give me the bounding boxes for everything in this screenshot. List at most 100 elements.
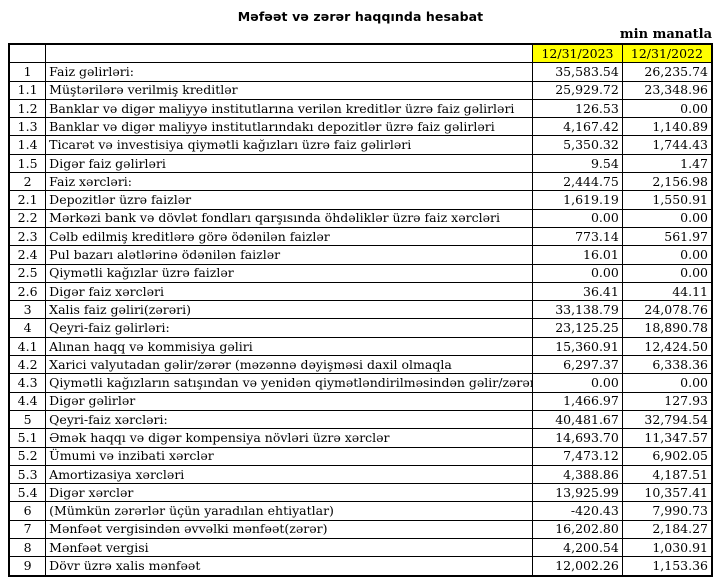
- value-2022-cell: 1,140.89: [621, 117, 713, 137]
- table-header-row: 12/31/2023 12/31/2022: [8, 43, 713, 64]
- value-2023-cell: 6,297.37: [532, 355, 623, 375]
- table-row: 1.1 Müştərilərə verilmiş kreditlər 25,929.…: [8, 80, 713, 100]
- table-row: 1 Faiz gəlirləri: 35,583.54 26,235.74: [8, 62, 713, 82]
- value-2023-cell: 4,167.42: [532, 117, 623, 137]
- value-2023-cell: 0.00: [532, 263, 623, 283]
- table-row: 7 Mənfəət vergisindən əvvəlki mənfəət(zər…: [8, 519, 713, 540]
- row-label-cell: Mənfəət vergisindən əvvəlki mənfəət(zərə…: [45, 519, 534, 540]
- table-row: 6 (Mümkün zərərlər üçün yaradılan ehtiyat…: [8, 501, 713, 521]
- row-label-cell: Digər gəlirlər: [45, 391, 534, 411]
- value-2023-cell: 773.14: [532, 226, 623, 247]
- value-2023-cell: 7,473.12: [532, 446, 623, 466]
- value-2023-cell: 0.00: [532, 373, 623, 393]
- value-2023-cell: 25,929.72: [532, 80, 623, 100]
- value-2022-cell: 0.00: [621, 245, 713, 265]
- value-2023-cell: 15,360.91: [532, 336, 623, 357]
- row-label-cell: Müştərilərə verilmiş kreditlər: [45, 80, 534, 100]
- value-2022-cell: 1.47: [621, 153, 713, 174]
- row-label-cell: Banklar və digər maliyyə institutlarına …: [45, 98, 534, 119]
- row-number-cell: 1.4: [8, 135, 47, 155]
- row-number-cell: 4.1: [8, 336, 47, 357]
- row-number-cell: 1.3: [8, 117, 47, 137]
- value-2023-cell: 35,583.54: [532, 62, 623, 82]
- row-label-cell: Dövr üzrə xalis mənfəət: [45, 556, 534, 577]
- header-period-2023: 12/31/2023: [532, 43, 623, 64]
- table-row: 1.5 Digər faiz gəlirləri 9.54 1.47: [8, 153, 713, 174]
- value-2023-cell: 0.00: [532, 208, 623, 228]
- value-2022-cell: 1,550.91: [621, 190, 713, 210]
- value-2022-cell: 1,030.91: [621, 538, 713, 558]
- value-2022-cell: 4,187.51: [621, 464, 713, 485]
- table-row: 1.3 Banklar və digər maliyyə institutları…: [8, 117, 713, 137]
- value-2022-cell: 12,424.50: [621, 336, 713, 357]
- value-2023-cell: 33,138.79: [532, 300, 623, 320]
- row-number-cell: 5.2: [8, 446, 47, 466]
- row-number-cell: 9: [8, 556, 47, 577]
- value-2023-cell: 4,200.54: [532, 538, 623, 558]
- row-number-cell: 6: [8, 501, 47, 521]
- value-2022-cell: 10,357.41: [621, 483, 713, 503]
- table-row: 2.1 Depozitlər üzrə faizlər 1,619.19 1,550.…: [8, 190, 713, 210]
- value-2022-cell: 2,184.27: [621, 519, 713, 540]
- table-row: 1.4 Ticarət və investisiya qiymətli kağız…: [8, 135, 713, 155]
- value-2022-cell: 1,153.36: [621, 556, 713, 577]
- value-2023-cell: 36.41: [532, 281, 623, 302]
- value-2023-cell: 12,002.26: [532, 556, 623, 577]
- row-label-cell: Faiz gəlirləri:: [45, 62, 534, 82]
- row-label-cell: Mənfəət vergisi: [45, 538, 534, 558]
- table-row: 5.1 Əmək haqqı və digər kompensiya növlər…: [8, 428, 713, 448]
- unit-note: min manatla: [619, 27, 712, 42]
- value-2023-cell: 23,125.25: [532, 318, 623, 338]
- row-number-cell: 2.2: [8, 208, 47, 228]
- row-label-cell: Ümumi və inzibati xərclər: [45, 446, 534, 466]
- value-2022-cell: 0.00: [621, 263, 713, 283]
- header-period-2022: 12/31/2022: [621, 43, 713, 64]
- value-2022-cell: 18,890.78: [621, 318, 713, 338]
- row-number-cell: 2.4: [8, 245, 47, 265]
- row-number-cell: 5.4: [8, 483, 47, 503]
- row-number-cell: 4.2: [8, 355, 47, 375]
- table-row: 2.4 Pul bazarı alətlərinə ödənilən faizlə…: [8, 245, 713, 265]
- value-2022-cell: 44.11: [621, 281, 713, 302]
- value-2022-cell: 26,235.74: [621, 62, 713, 82]
- value-2023-cell: 16.01: [532, 245, 623, 265]
- row-label-cell: Qiymətli kağızların satışından və yenidə…: [45, 373, 534, 393]
- value-2023-cell: 1,619.19: [532, 190, 623, 210]
- row-label-cell: Alınan haqq və kommisiya gəliri: [45, 336, 534, 357]
- value-2022-cell: 6,338.36: [621, 355, 713, 375]
- table-row: 3 Xalis faiz gəliri(zərəri) 33,138.79 24,07…: [8, 300, 713, 320]
- table-row: 1.2 Banklar və digər maliyyə institutları…: [8, 98, 713, 119]
- value-2023-cell: 126.53: [532, 98, 623, 119]
- value-2022-cell: 0.00: [621, 98, 713, 119]
- table-row: 2 Faiz xərcləri: 2,444.75 2,156.98: [8, 172, 713, 192]
- table-row: 4 Qeyri-faiz gəlirləri: 23,125.25 18,890.78: [8, 318, 713, 338]
- value-2022-cell: 7,990.73: [621, 501, 713, 521]
- value-2023-cell: 14,693.70: [532, 428, 623, 448]
- row-number-cell: 4.4: [8, 391, 47, 411]
- table-row: 2.6 Digər faiz xərcləri 36.41 44.11: [8, 281, 713, 302]
- row-number-cell: 2.3: [8, 226, 47, 247]
- table-row: 4.3 Qiymətli kağızların satışından və yen…: [8, 373, 713, 393]
- row-label-cell: Digər faiz gəlirləri: [45, 153, 534, 174]
- table-body: 1 Faiz gəlirləri: 35,583.54 26,235.74 1.1 Müş…: [8, 62, 713, 577]
- row-number-cell: 1.1: [8, 80, 47, 100]
- value-2022-cell: 11,347.57: [621, 428, 713, 448]
- row-number-cell: 4: [8, 318, 47, 338]
- row-label-cell: Xarici valyutadan gəlir/zərər (məzənnə d…: [45, 355, 534, 375]
- row-label-cell: Depozitlər üzrə faizlər: [45, 190, 534, 210]
- value-2023-cell: 16,202.80: [532, 519, 623, 540]
- table-row: 4.1 Alınan haqq və kommisiya gəliri 15,360…: [8, 336, 713, 357]
- row-number-cell: 4.3: [8, 373, 47, 393]
- row-number-cell: 7: [8, 519, 47, 540]
- table-row: 8 Mənfəət vergisi 4,200.54 1,030.91: [8, 538, 713, 558]
- table-row: 9 Dövr üzrə xalis mənfəət 12,002.26 1,153.3…: [8, 556, 713, 577]
- row-number-cell: 3: [8, 300, 47, 320]
- value-2022-cell: 127.93: [621, 391, 713, 411]
- row-label-cell: Pul bazarı alətlərinə ödənilən faizlər: [45, 245, 534, 265]
- value-2022-cell: 561.97: [621, 226, 713, 247]
- row-label-cell: Digər faiz xərcləri: [45, 281, 534, 302]
- row-number-cell: 2.5: [8, 263, 47, 283]
- table-row: 5 Qeyri-faiz xərcləri: 40,481.67 32,794.54: [8, 409, 713, 430]
- table-row: 4.2 Xarici valyutadan gəlir/zərər (məzənn…: [8, 355, 713, 375]
- row-label-cell: Qiymətli kağızlar üzrə faizlər: [45, 263, 534, 283]
